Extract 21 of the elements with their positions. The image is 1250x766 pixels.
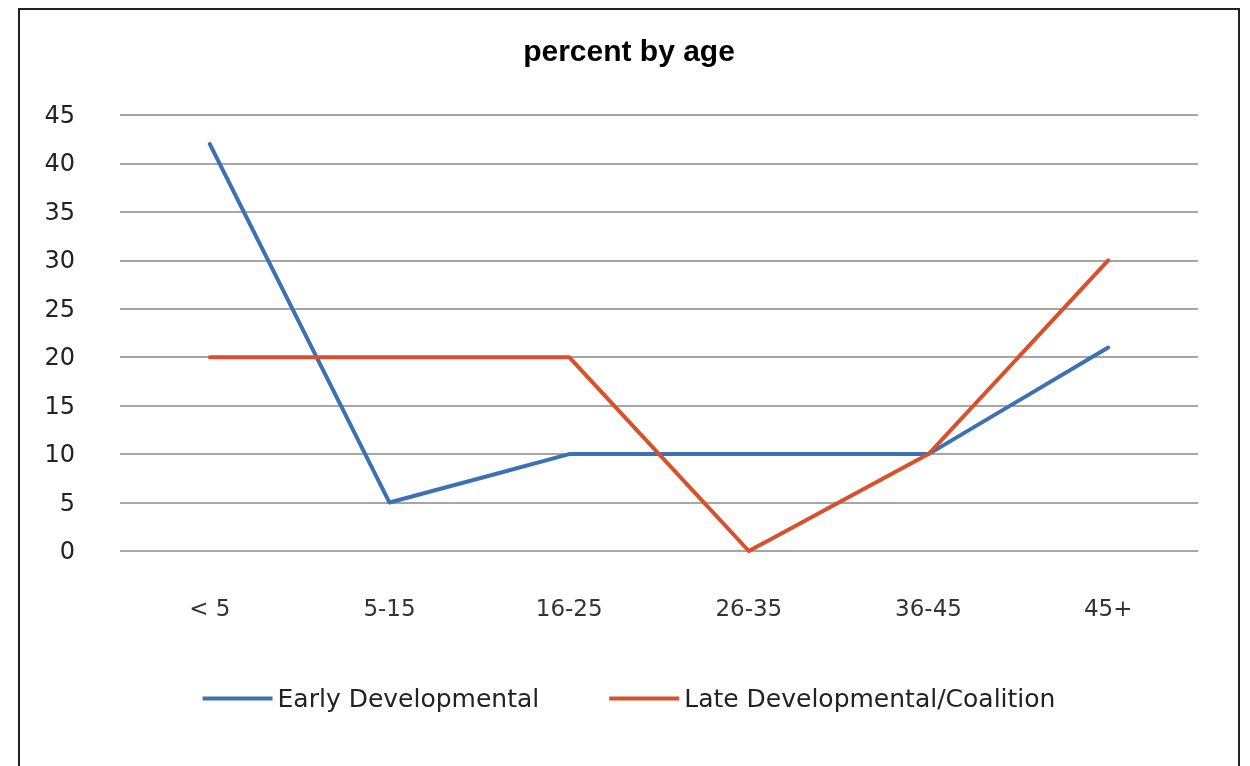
y-tick-label: 45 (44, 101, 75, 129)
x-tick-label: 45+ (1083, 594, 1133, 621)
y-tick-label: 20 (44, 343, 75, 372)
y-tick-label: 0 (59, 537, 75, 565)
chart-title: percent by age (523, 33, 735, 67)
y-tick-label: 10 (44, 440, 75, 469)
y-tick-label: 35 (44, 197, 75, 226)
x-tick-label: 16-25 (535, 594, 603, 621)
y-tick-label: 15 (44, 391, 75, 420)
x-tick-label: 26-35 (715, 594, 783, 621)
line-series (207, 142, 1111, 505)
x-tick-label: < 5 (189, 594, 231, 621)
line-series (207, 258, 1111, 553)
x-tick-label: 5-15 (363, 594, 416, 621)
x-tick-label: 36-45 (895, 594, 962, 621)
legend-label: Early Developmental (277, 684, 540, 713)
y-tick-label: 5 (59, 488, 75, 517)
y-tick-label: 25 (44, 294, 75, 323)
y-tick-label: 40 (44, 149, 75, 178)
y-tick-label: 30 (44, 246, 75, 275)
legend-label: Late Developmental/Coalition (684, 684, 1056, 713)
